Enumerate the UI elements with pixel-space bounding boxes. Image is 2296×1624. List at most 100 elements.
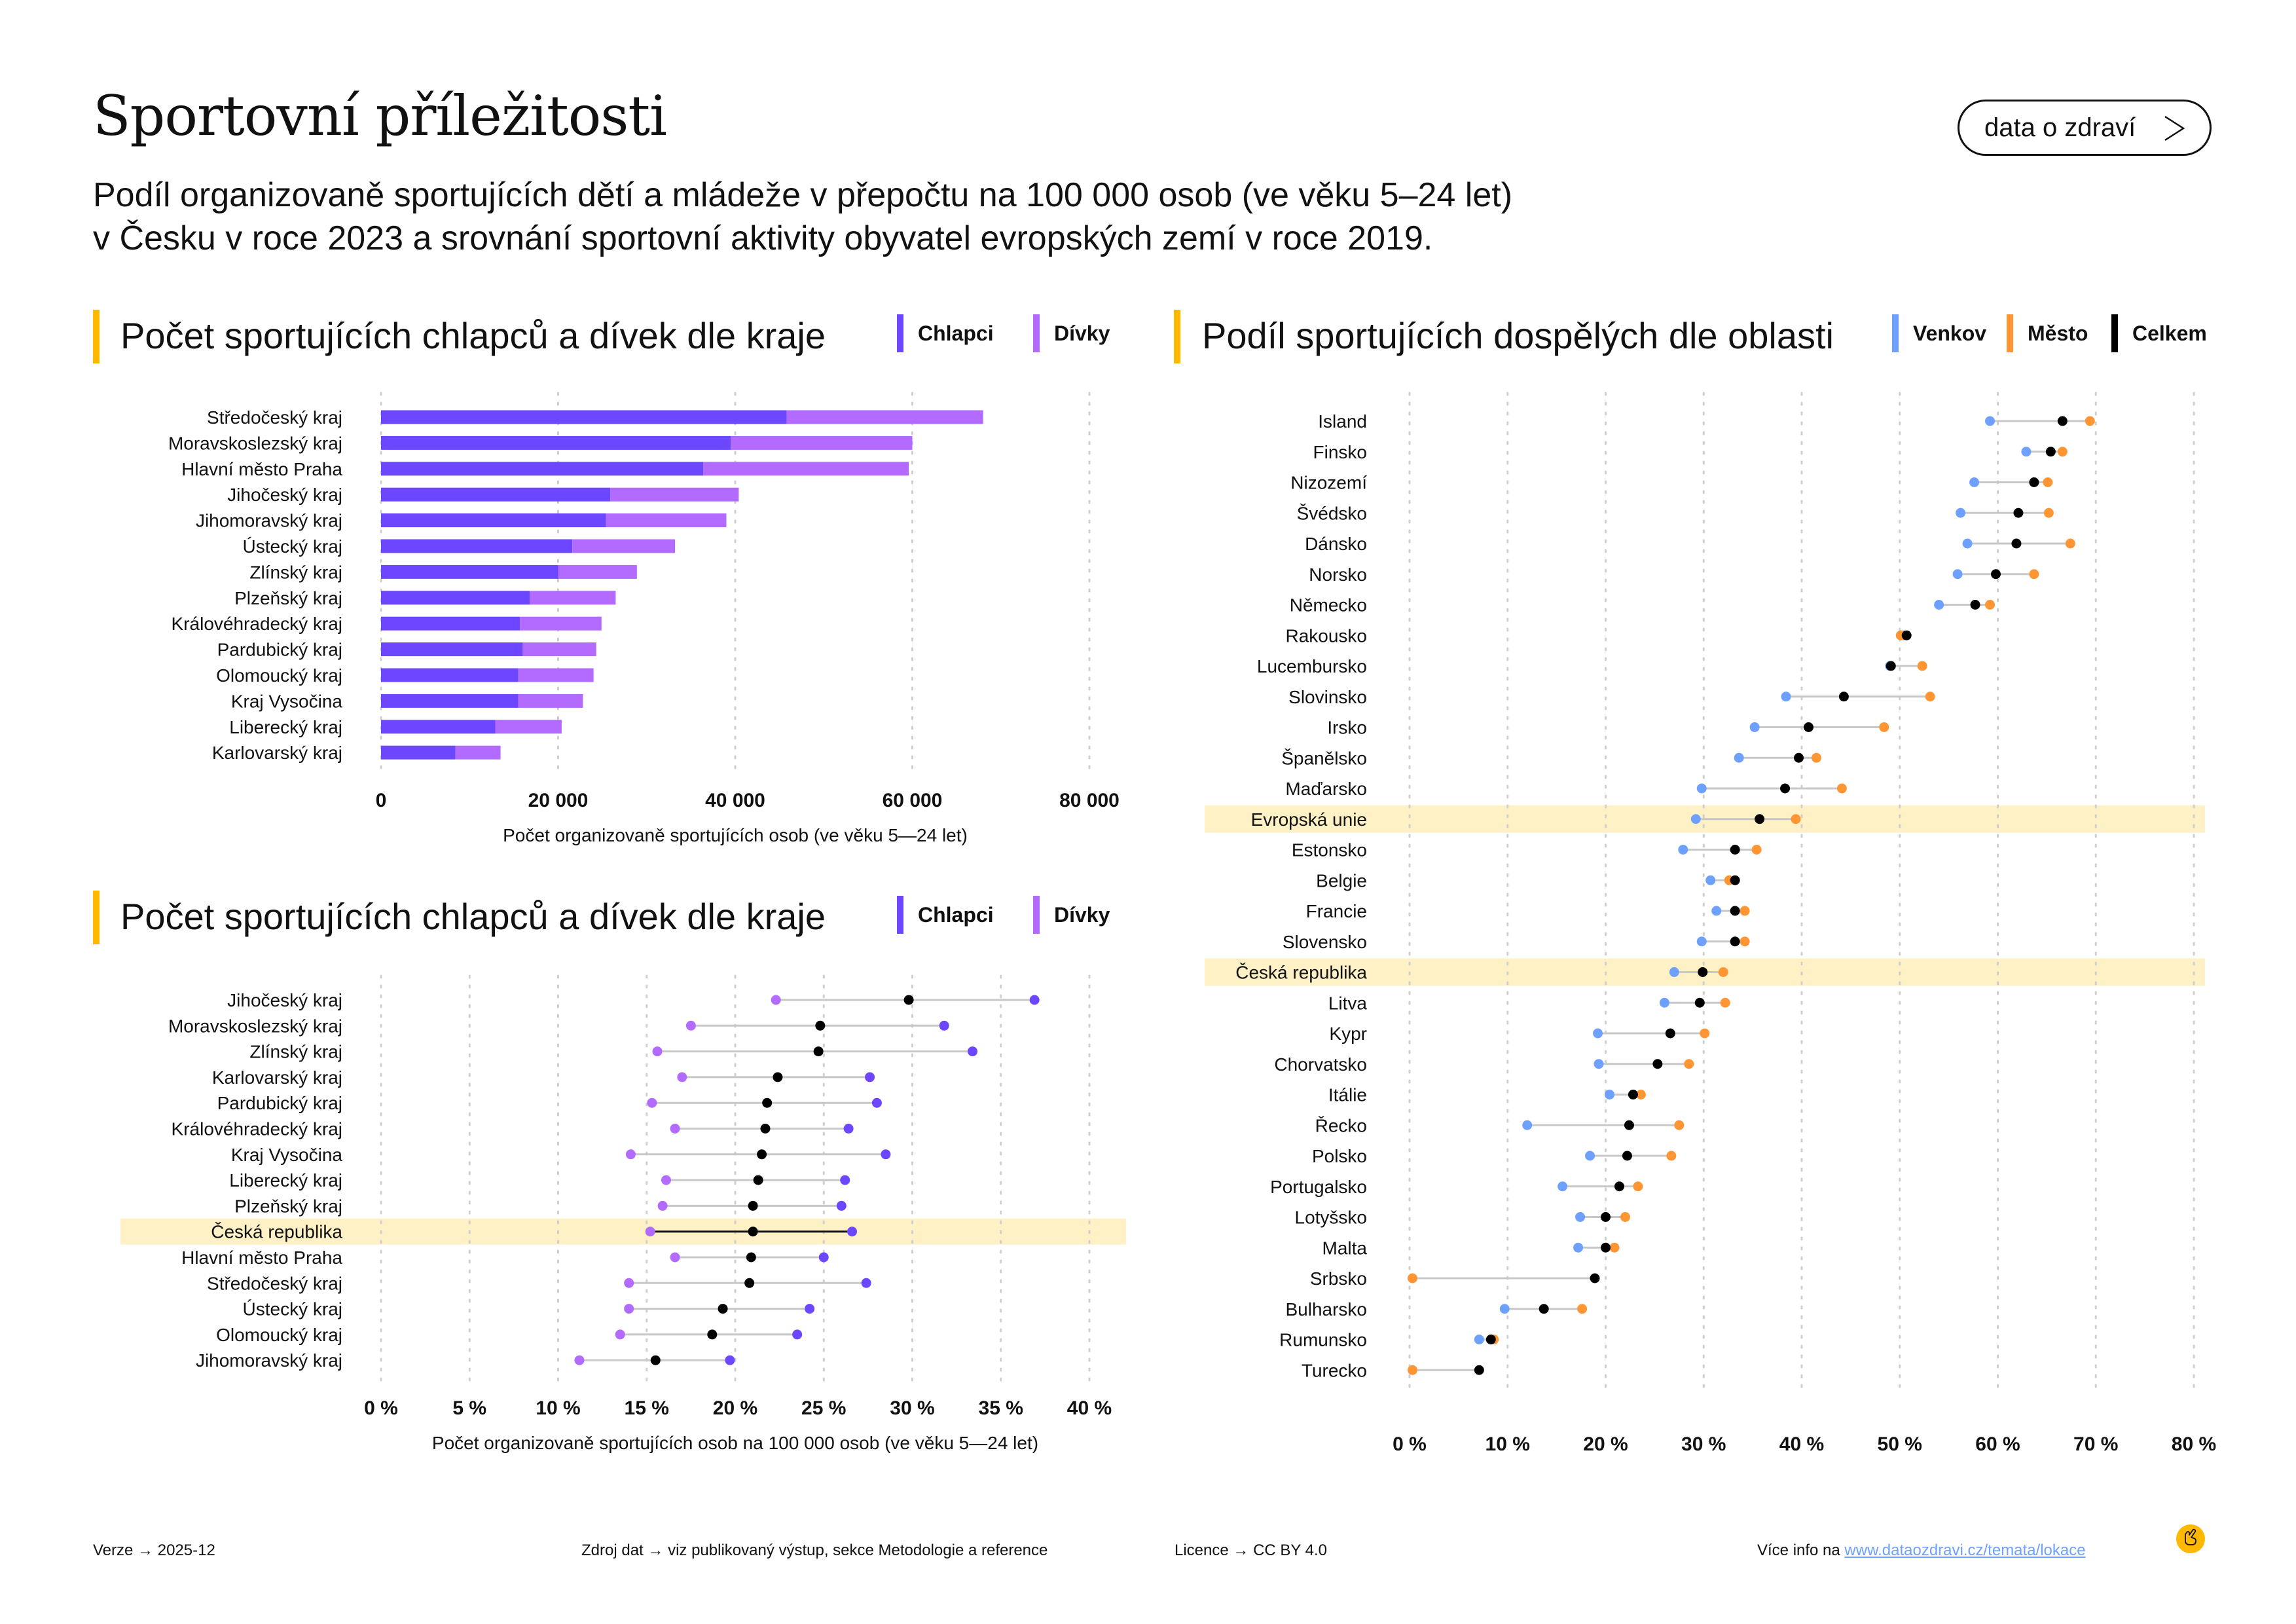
- footer-more-info: Více info na www.dataozdravi.cz/temata/l…: [1757, 1541, 2086, 1560]
- x-tick-label: 20 %: [713, 1397, 757, 1419]
- point-total: [1539, 1304, 1549, 1314]
- bar-girls: [786, 410, 983, 424]
- bar-boys: [381, 462, 704, 476]
- point-total: [2029, 477, 2039, 487]
- point-boys: [792, 1329, 803, 1340]
- point-rural: [1985, 416, 1995, 426]
- category-label: Kraj Vysočina: [231, 691, 343, 711]
- x-tick-label: 20 000: [528, 790, 589, 811]
- category-label: Středočeský kraj: [207, 1273, 342, 1293]
- category-label: Česká republika: [1235, 963, 1367, 983]
- point-total: [2013, 507, 2024, 518]
- point-rural: [1499, 1304, 1510, 1314]
- bar-girls: [518, 668, 594, 682]
- x-tick-label: 70 %: [2073, 1433, 2118, 1455]
- category-label: Karlovarský kraj: [212, 743, 342, 763]
- point-urban: [1674, 1120, 1685, 1130]
- bar-girls: [455, 745, 501, 760]
- legend-item-total: Celkem: [2111, 314, 2207, 352]
- section-title-dumbbell-countries: Podíl sportujících dospělých dle oblasti: [1202, 315, 1834, 356]
- footer-more-info-link[interactable]: www.dataozdravi.cz/temata/lokace: [1844, 1541, 2086, 1559]
- x-tick-label: 80 %: [2172, 1433, 2216, 1455]
- footer-source-label: Zdroj dat: [581, 1541, 644, 1559]
- point-total: [1901, 630, 1912, 640]
- point-girls: [652, 1046, 663, 1057]
- category-label: Norsko: [1309, 564, 1367, 585]
- x-tick-label: 25 %: [801, 1397, 846, 1419]
- point-urban: [1836, 783, 1847, 794]
- footer-version-label: Verze: [93, 1541, 134, 1559]
- x-tick-label: 15 %: [625, 1397, 669, 1419]
- point-boys: [840, 1175, 850, 1185]
- point-total: [744, 1278, 755, 1288]
- category-label: Slovensko: [1283, 932, 1367, 952]
- point-total: [813, 1046, 824, 1057]
- point-total: [1590, 1273, 1600, 1283]
- bar-boys: [381, 591, 530, 605]
- category-label: Jihomoravský kraj: [196, 1350, 342, 1371]
- category-label: Švédsko: [1297, 503, 1367, 523]
- legend-label-rural: Venkov: [1913, 321, 1987, 345]
- point-total: [1474, 1365, 1484, 1375]
- category-label: Zlínský kraj: [249, 1042, 342, 1062]
- point-urban: [1925, 692, 1935, 702]
- chart-dumbbell-countries: Island Finsko Nizozemí Švédsko Dánsko Norsko N…: [1205, 392, 2216, 1455]
- point-total: [650, 1355, 661, 1365]
- category-label: Pardubický kraj: [217, 640, 342, 660]
- legend-item-rural: Venkov: [1892, 314, 1986, 352]
- category-label: Lotyšsko: [1295, 1208, 1368, 1228]
- category-label: Česká republika: [211, 1222, 342, 1242]
- point-rural: [1669, 967, 1679, 977]
- point-urban: [1740, 906, 1750, 916]
- point-total: [1991, 569, 2001, 580]
- x-tick-label: 50 %: [1878, 1433, 1922, 1455]
- point-rural: [2021, 447, 2032, 457]
- page-title: Sportovní příležitosti: [93, 84, 667, 148]
- point-girls: [625, 1149, 636, 1160]
- data-o-zdravi-button[interactable]: data o zdraví: [1958, 100, 2212, 156]
- category-label: Královéhradecký kraj: [172, 614, 342, 634]
- point-total: [1970, 600, 1980, 610]
- point-urban: [1666, 1151, 1677, 1161]
- x-tick-label: 5 %: [452, 1397, 486, 1419]
- point-total: [1614, 1181, 1624, 1192]
- legend-swatch-girls: [1033, 896, 1040, 934]
- point-urban: [1791, 814, 1801, 824]
- x-tick-label: 40 %: [1067, 1397, 1112, 1419]
- bar-girls: [520, 616, 602, 631]
- x-axis-title-dumbbell-regions: Počet organizovaně sportujících osob na …: [431, 1433, 1039, 1453]
- point-total: [1755, 814, 1765, 824]
- point-boys: [725, 1355, 735, 1365]
- section-accent-bar: [93, 310, 100, 363]
- bar-boys: [381, 720, 496, 734]
- x-tick-label: 40 000: [705, 790, 765, 811]
- legend-label-boys: Chlapci: [918, 321, 994, 345]
- point-urban: [1407, 1273, 1417, 1283]
- point-urban: [1635, 1090, 1646, 1099]
- point-rural: [1696, 936, 1707, 947]
- point-total: [903, 995, 914, 1005]
- point-total: [707, 1329, 718, 1340]
- point-total: [1624, 1120, 1634, 1130]
- point-total: [1694, 997, 1705, 1008]
- category-label: Moravskoslezský kraj: [168, 433, 342, 453]
- x-axis-title-bar-chart: Počet organizovaně sportujících osob (ve…: [503, 825, 968, 845]
- point-total: [760, 1124, 771, 1134]
- point-urban: [2085, 416, 2095, 426]
- bar-boys: [381, 435, 731, 450]
- category-label: Belgie: [1316, 870, 1367, 891]
- point-total: [1485, 1335, 1496, 1344]
- point-rural: [1696, 783, 1707, 794]
- point-urban: [1879, 722, 1889, 732]
- legend-swatch-boys: [897, 314, 903, 352]
- point-rural: [1573, 1242, 1584, 1253]
- bar-girls: [610, 487, 739, 502]
- point-rural: [1575, 1212, 1586, 1222]
- x-tick-label: 60 %: [1975, 1433, 2020, 1455]
- point-rural: [1593, 1028, 1603, 1039]
- point-rural: [1659, 997, 1669, 1008]
- legend-swatch-total: [2111, 314, 2118, 352]
- point-urban: [2057, 447, 2068, 457]
- category-label: Rakousko: [1285, 625, 1367, 646]
